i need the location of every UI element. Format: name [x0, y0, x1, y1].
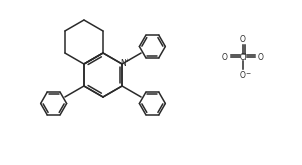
- Text: +: +: [124, 59, 130, 64]
- Text: Cl: Cl: [239, 52, 247, 62]
- Text: N: N: [120, 60, 126, 68]
- Text: O: O: [240, 34, 246, 44]
- Text: O: O: [258, 52, 264, 62]
- Text: O: O: [240, 70, 246, 80]
- Text: −: −: [246, 70, 251, 76]
- Text: O: O: [222, 52, 228, 62]
